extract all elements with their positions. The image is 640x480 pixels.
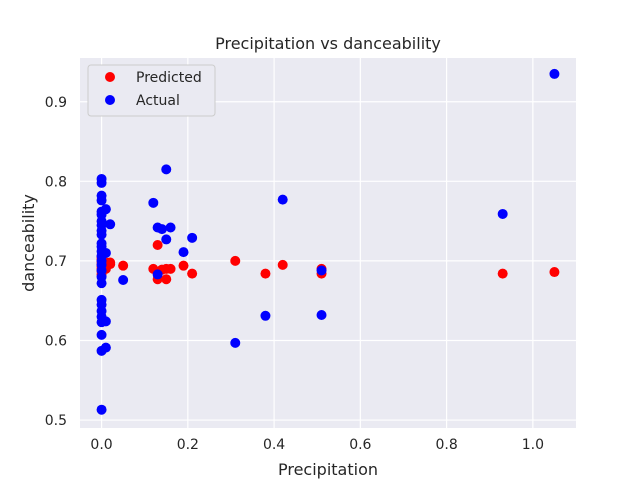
predicted-point bbox=[549, 267, 560, 278]
actual-point bbox=[100, 247, 111, 258]
actual-point bbox=[100, 342, 111, 353]
predicted-point bbox=[178, 260, 189, 271]
legend-label-actual: Actual bbox=[136, 93, 180, 109]
legend-marker-actual bbox=[105, 95, 115, 105]
y-tick-label: 0.6 bbox=[45, 333, 67, 349]
predicted-point bbox=[118, 260, 129, 271]
plot-area bbox=[80, 58, 576, 428]
actual-point bbox=[100, 204, 111, 215]
predicted-point bbox=[260, 268, 271, 279]
actual-point bbox=[96, 294, 107, 305]
actual-point bbox=[161, 164, 172, 175]
y-axis-label: danceability bbox=[19, 194, 38, 292]
predicted-point bbox=[497, 268, 508, 279]
actual-point bbox=[230, 337, 241, 348]
chart-title: Precipitation vs danceability bbox=[215, 34, 441, 53]
actual-point bbox=[105, 219, 116, 230]
x-tick-label: 0.2 bbox=[177, 437, 199, 453]
grid-lines bbox=[80, 58, 576, 428]
y-tick-label: 0.5 bbox=[45, 413, 67, 429]
legend-label-predicted: Predicted bbox=[136, 70, 202, 86]
actual-point bbox=[316, 310, 327, 321]
predicted-point bbox=[165, 263, 176, 274]
actual-point bbox=[100, 316, 111, 327]
actual-point bbox=[96, 173, 107, 184]
actual-point bbox=[187, 232, 198, 243]
actual-point bbox=[497, 208, 508, 219]
predicted-point bbox=[161, 274, 172, 285]
x-tick-label: 0.4 bbox=[263, 437, 285, 453]
y-tick-label: 0.8 bbox=[45, 174, 67, 190]
x-tick-label: 0.8 bbox=[435, 437, 457, 453]
actual-point bbox=[156, 224, 167, 235]
x-tick-label: 0.6 bbox=[349, 437, 371, 453]
y-tick-label: 0.9 bbox=[45, 95, 67, 111]
actual-point bbox=[178, 247, 189, 258]
actual-point bbox=[165, 222, 176, 233]
x-tick-label: 0.0 bbox=[90, 437, 112, 453]
predicted-point bbox=[152, 239, 163, 250]
predicted-point bbox=[187, 268, 198, 279]
actual-point bbox=[277, 194, 288, 205]
y-tick-label: 0.7 bbox=[45, 254, 67, 270]
actual-point bbox=[260, 310, 271, 321]
tick-labels: 0.0 0.2 0.4 0.6 0.8 1.0 0.5 0.6 0.7 0.8 0.9 bbox=[45, 95, 544, 453]
actual-point bbox=[96, 190, 107, 201]
actual-point bbox=[148, 197, 159, 208]
predicted-point bbox=[230, 255, 241, 266]
legend-marker-predicted bbox=[105, 72, 115, 82]
actual-point bbox=[96, 329, 107, 340]
predicted-point bbox=[105, 257, 116, 268]
legend: Predicted Actual bbox=[87, 64, 216, 117]
data-points bbox=[96, 68, 560, 415]
actual-point bbox=[118, 275, 129, 285]
predicted-point bbox=[277, 259, 288, 270]
actual-point bbox=[161, 234, 172, 245]
actual-point bbox=[152, 269, 163, 280]
x-axis-label: Precipitation bbox=[278, 460, 378, 479]
legend-box bbox=[87, 64, 216, 117]
x-tick-label: 1.0 bbox=[522, 437, 544, 453]
actual-point bbox=[549, 68, 560, 79]
actual-point bbox=[96, 404, 107, 415]
actual-point bbox=[316, 265, 327, 276]
actual-point bbox=[96, 238, 107, 249]
